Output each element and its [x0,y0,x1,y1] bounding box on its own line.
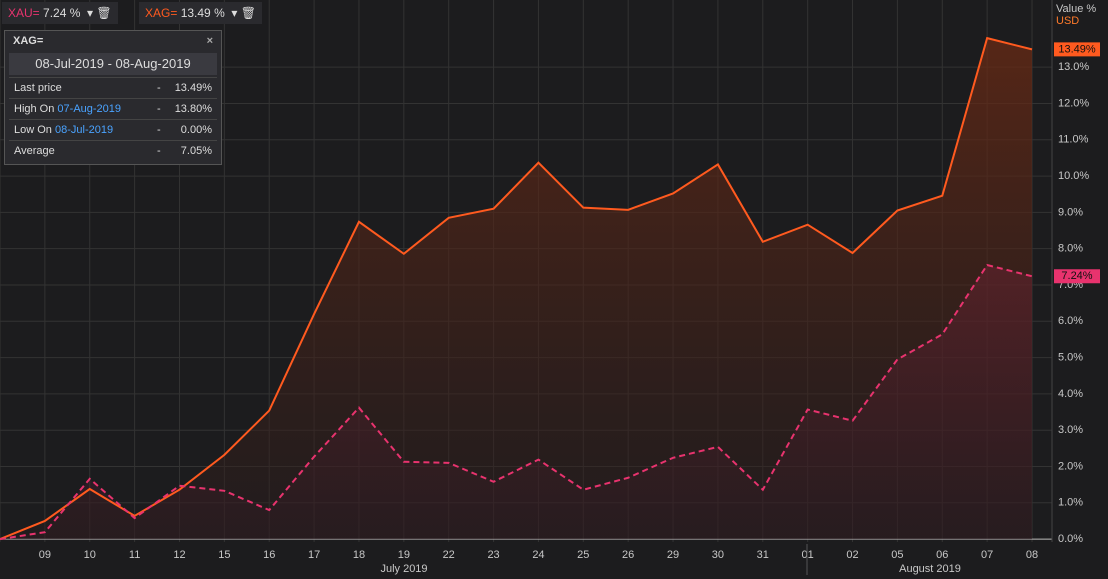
x-tick-label: 25 [577,549,589,561]
x-tick-label: 16 [263,549,275,561]
x-tick-label: 22 [443,549,455,561]
legend-name: XAU= [8,6,40,20]
x-tick-label: 12 [173,549,185,561]
x-tick-label: 01 [802,549,814,561]
row-label: High On [14,103,55,115]
x-tick-label: 09 [39,549,51,561]
y-tick-label: 3.0% [1058,424,1083,436]
panel-row: Last price - 13.49% [9,77,217,98]
y-tick-label: 11.0% [1058,134,1089,146]
row-label: Last price [14,82,62,94]
row-value: 7.05% [180,145,212,157]
legend-value: 7.24 % [43,6,81,20]
y-tick-label: 9.0% [1058,206,1083,218]
x-tick-label: 29 [667,549,679,561]
y-tick-label: 8.0% [1058,243,1083,255]
legend-item[interactable]: XAU= 7.24 % ▾ 🗑 [2,2,118,24]
row-value: 13.49% [174,82,212,94]
row-value: 13.80% [174,103,212,115]
last-value-badge [1054,42,1100,57]
row-sep: - [157,145,161,157]
last-value-badge [1054,269,1100,284]
x-tick-label: 02 [846,549,858,561]
x-tick-label: 31 [757,549,769,561]
y-tick-label: 5.0% [1058,351,1083,363]
y-tick-label: 0.0% [1058,533,1083,545]
x-tick-label: 05 [891,549,903,561]
x-tick-label: 08 [1026,549,1038,561]
y-tick-label: 2.0% [1058,460,1083,472]
area-fill [0,38,1033,540]
y-tick-label: 12.0% [1058,97,1089,109]
y-tick-label: 4.0% [1058,388,1083,400]
y-tick-label: 13.0% [1058,61,1089,73]
y-axis-label: Value % [1056,3,1096,15]
x-tick-label: 30 [712,549,724,561]
close-button[interactable]: × [206,35,213,47]
last-value-label: 13.49% [1058,43,1096,55]
x-group-label: August 2019 [899,563,961,575]
x-tick-label: 23 [487,549,499,561]
x-tick-label: 11 [129,549,140,561]
x-tick-label: 10 [84,549,96,561]
info-panel: XAG= × 08-Jul-2019 - 08-Aug-2019 Last pri… [4,30,222,165]
x-tick-label: 15 [218,549,230,561]
series-line [0,263,1033,541]
panel-row: Average - 7.05% [9,140,217,161]
y-axis-unit: USD [1056,15,1079,27]
x-tick-label: 26 [622,549,634,561]
x-tick-label: 19 [398,549,410,561]
y-tick-label: 6.0% [1058,315,1083,327]
row-sep: - [157,82,161,94]
row-date: 08-Jul-2019 [54,124,114,136]
legend-item[interactable]: XAG= 13.49 % ▾ 🗑 [139,2,263,24]
x-tick-label: 24 [532,549,544,561]
x-tick-label: 06 [936,549,948,561]
row-value: 0.00% [180,124,212,136]
x-tick-label: 07 [981,549,993,561]
panel-range: 08-Jul-2019 - 08-Aug-2019 [9,53,217,75]
panel-title: XAG= [13,35,44,47]
row-sep: - [157,103,161,115]
y-tick-label: 10.0% [1058,170,1089,182]
row-label: Average [14,145,55,157]
series-line [0,36,1033,541]
panel-row: High On 07-Aug-2019 - 13.80% [9,98,217,119]
x-tick-label: 18 [353,549,365,561]
x-tick-label: 17 [308,549,320,561]
row-sep: - [157,124,161,136]
last-value-label: 7.24% [1061,270,1092,282]
y-tick-label: 1.0% [1058,497,1083,509]
legend-name: XAG= [145,6,178,20]
row-date: 07-Aug-2019 [57,103,122,115]
x-group-label: July 2019 [380,563,427,575]
legend-value: 13.49 % [180,6,225,20]
row-label: Low On [14,124,52,136]
panel-row: Low On 08-Jul-2019 - 0.00% [9,119,217,140]
